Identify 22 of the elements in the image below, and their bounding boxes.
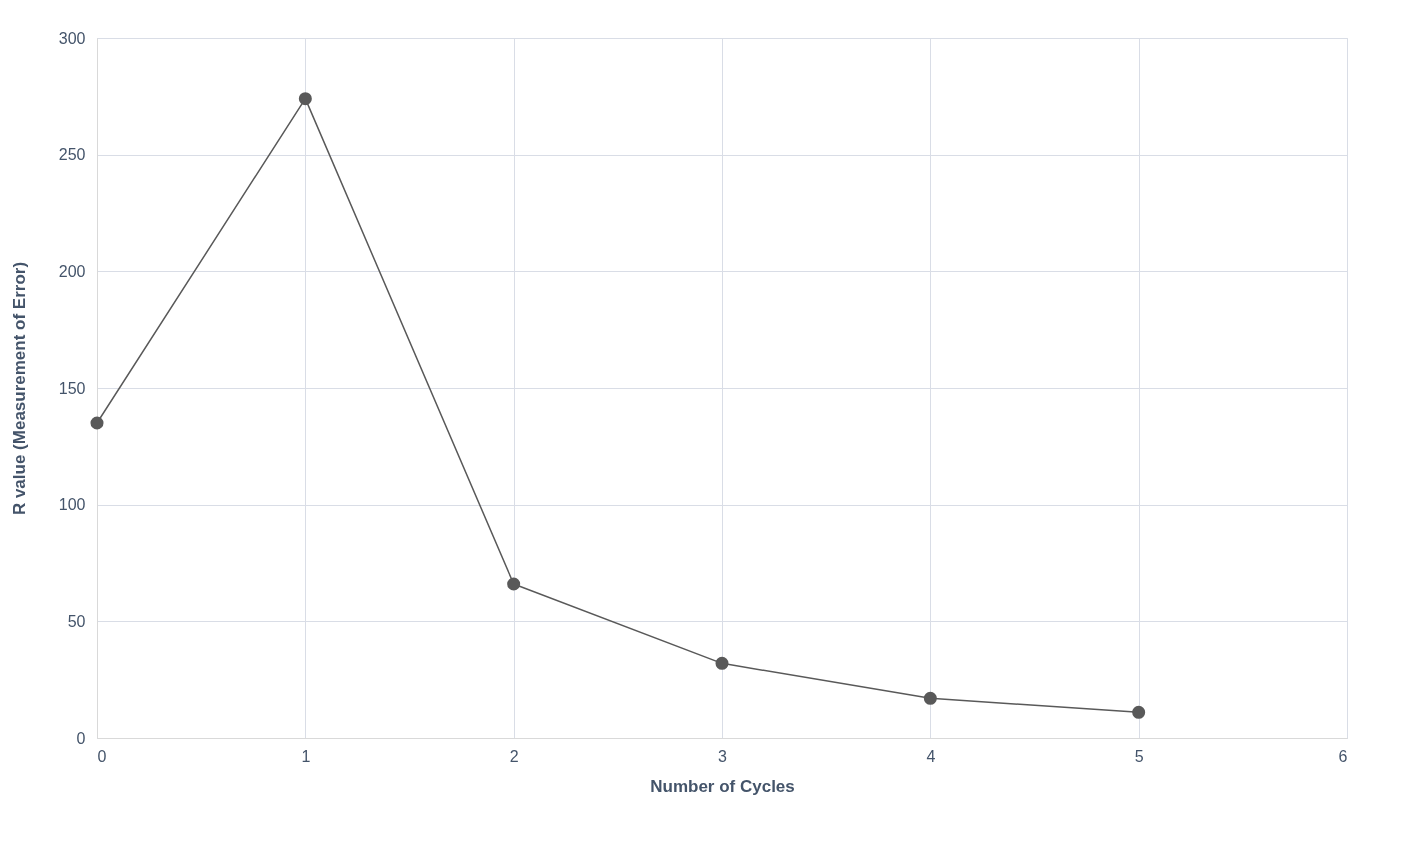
point: [715, 656, 729, 670]
point: [1132, 705, 1146, 719]
y-axis-title: R value (Measurement of Error): [9, 261, 29, 516]
x-tick-label: 5: [1134, 747, 1144, 765]
y-tick-label: 250: [58, 146, 86, 164]
y-tick-label: 0: [76, 729, 86, 747]
point: [298, 92, 312, 106]
point: [90, 416, 104, 430]
y-tick-label: 150: [58, 379, 86, 397]
y-tick-label: 50: [67, 612, 86, 630]
x-tick-label: 2: [509, 747, 519, 765]
y-tick-label: 200: [58, 262, 86, 280]
x-tick-label: 3: [718, 747, 728, 765]
x-tick-label: 4: [926, 747, 936, 765]
x-tick-label: 0: [97, 747, 107, 765]
x-axis-title: Number of Cycles: [650, 776, 795, 796]
point: [507, 577, 521, 591]
y-tick-label: 100: [58, 496, 86, 514]
point: [923, 691, 937, 705]
x-tick-label: 1: [301, 747, 311, 765]
y-tick-label: 300: [58, 29, 86, 47]
x-tick-label: 6: [1338, 747, 1348, 765]
